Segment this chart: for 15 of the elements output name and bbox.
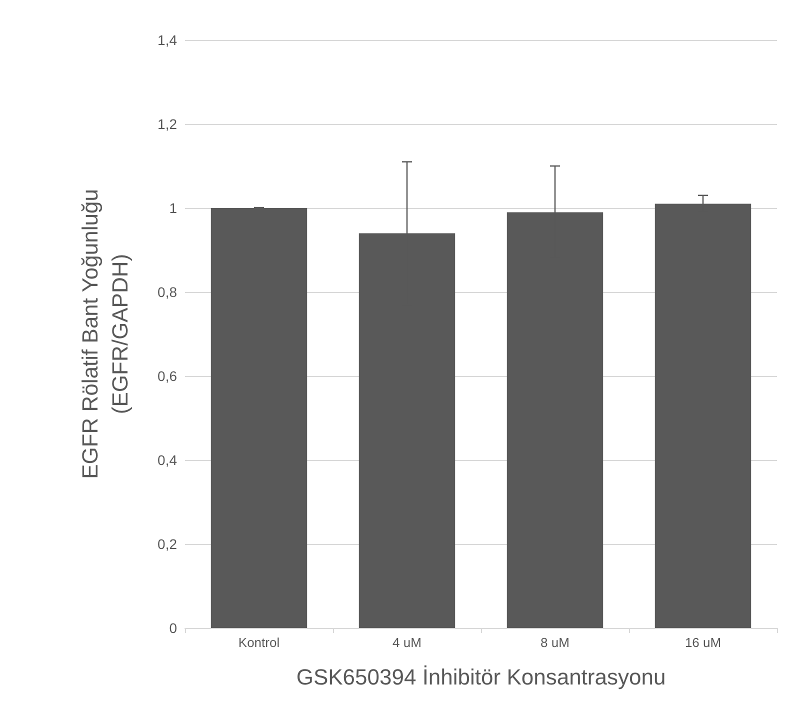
y-tick-label: 0,8 [158, 284, 178, 300]
x-tick-label: Kontrol [238, 635, 280, 650]
x-tick-label: 8 uM [540, 635, 570, 650]
y-tick-label: 1 [169, 200, 178, 216]
y-axis-title: EGFR Rölatif Bant Yoğunluğu (EGFR/GAPDH) [78, 189, 132, 479]
bar [210, 208, 308, 628]
x-axis-title: GSK650394 İnhibitör Konsantrasyonu [296, 664, 666, 690]
y-tick-label: 0 [169, 620, 178, 636]
x-tick-label: 16 uM [684, 635, 722, 650]
x-tick-label: 4 uM [392, 635, 422, 650]
y-tick-label: 1,4 [158, 32, 178, 48]
y-tick-label: 1,2 [158, 116, 178, 132]
y-tick-label: 0,6 [158, 368, 178, 384]
y-tick-label: 0,2 [158, 536, 178, 552]
y-tick-label: 0,4 [158, 452, 178, 468]
